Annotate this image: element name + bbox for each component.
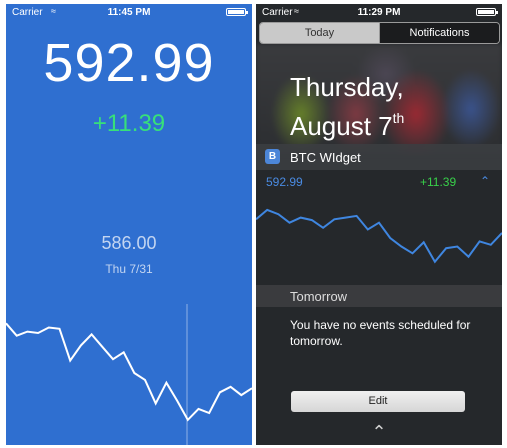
tomorrow-section-header: Tomorrow: [256, 285, 502, 307]
widget-price-line: [256, 208, 502, 264]
tomorrow-label: Tomorrow: [290, 289, 348, 304]
wifi-icon: ≈: [51, 6, 56, 16]
widget-chart: [256, 208, 502, 264]
status-bar: Carrier ≈ 11:29 PM: [256, 4, 502, 20]
carrier-label: Carrier: [12, 7, 43, 18]
widget-title: BTC WIdget: [290, 150, 361, 165]
edit-button[interactable]: Edit: [291, 391, 465, 412]
price-line: [6, 322, 252, 422]
widget-change: +11.39: [420, 175, 457, 189]
month-day-text: August 7: [290, 111, 393, 141]
current-price: 592.99: [43, 33, 215, 93]
blurred-wallpaper: [256, 44, 502, 154]
notification-center: Carrier ≈ 11:29 PM Today Notifications T…: [256, 4, 502, 445]
selected-price: 586.00: [101, 233, 157, 253]
battery-icon: [226, 8, 248, 16]
app-screen: Carrier ≈ 11:45 PM 592.99 +11.39 586.00 …: [6, 4, 252, 445]
status-bar: Carrier ≈ 11:45 PM: [6, 4, 252, 20]
status-time: 11:45 PM: [107, 7, 151, 18]
widget-price: 592.99: [266, 175, 303, 189]
weekday-label: Thursday,: [290, 72, 404, 102]
widget-header[interactable]: B BTC WIdget: [256, 144, 502, 170]
day-suffix: th: [392, 110, 405, 126]
month-day-label: August 7th: [290, 103, 404, 142]
carrier-label: Carrier: [262, 7, 293, 18]
segmented-control: Today Notifications: [259, 22, 500, 44]
grabber-chevron-icon[interactable]: ⌃: [371, 422, 387, 442]
no-events-text: You have no events scheduled for tomorro…: [290, 318, 471, 348]
btc-widget-icon: B: [265, 149, 280, 164]
battery-icon: [476, 8, 498, 16]
price-chart[interactable]: [6, 4, 252, 445]
chevron-up-icon[interactable]: ⌃: [480, 174, 491, 188]
date-header: Thursday, August 7th: [290, 72, 404, 142]
tab-notifications[interactable]: Notifications: [379, 23, 499, 43]
selected-date: Thu 7/31: [105, 262, 153, 276]
price-change: +11.39: [92, 110, 166, 137]
tab-today[interactable]: Today: [260, 23, 379, 43]
wifi-icon: ≈: [294, 6, 299, 16]
status-time: 11:29 PM: [357, 7, 401, 18]
